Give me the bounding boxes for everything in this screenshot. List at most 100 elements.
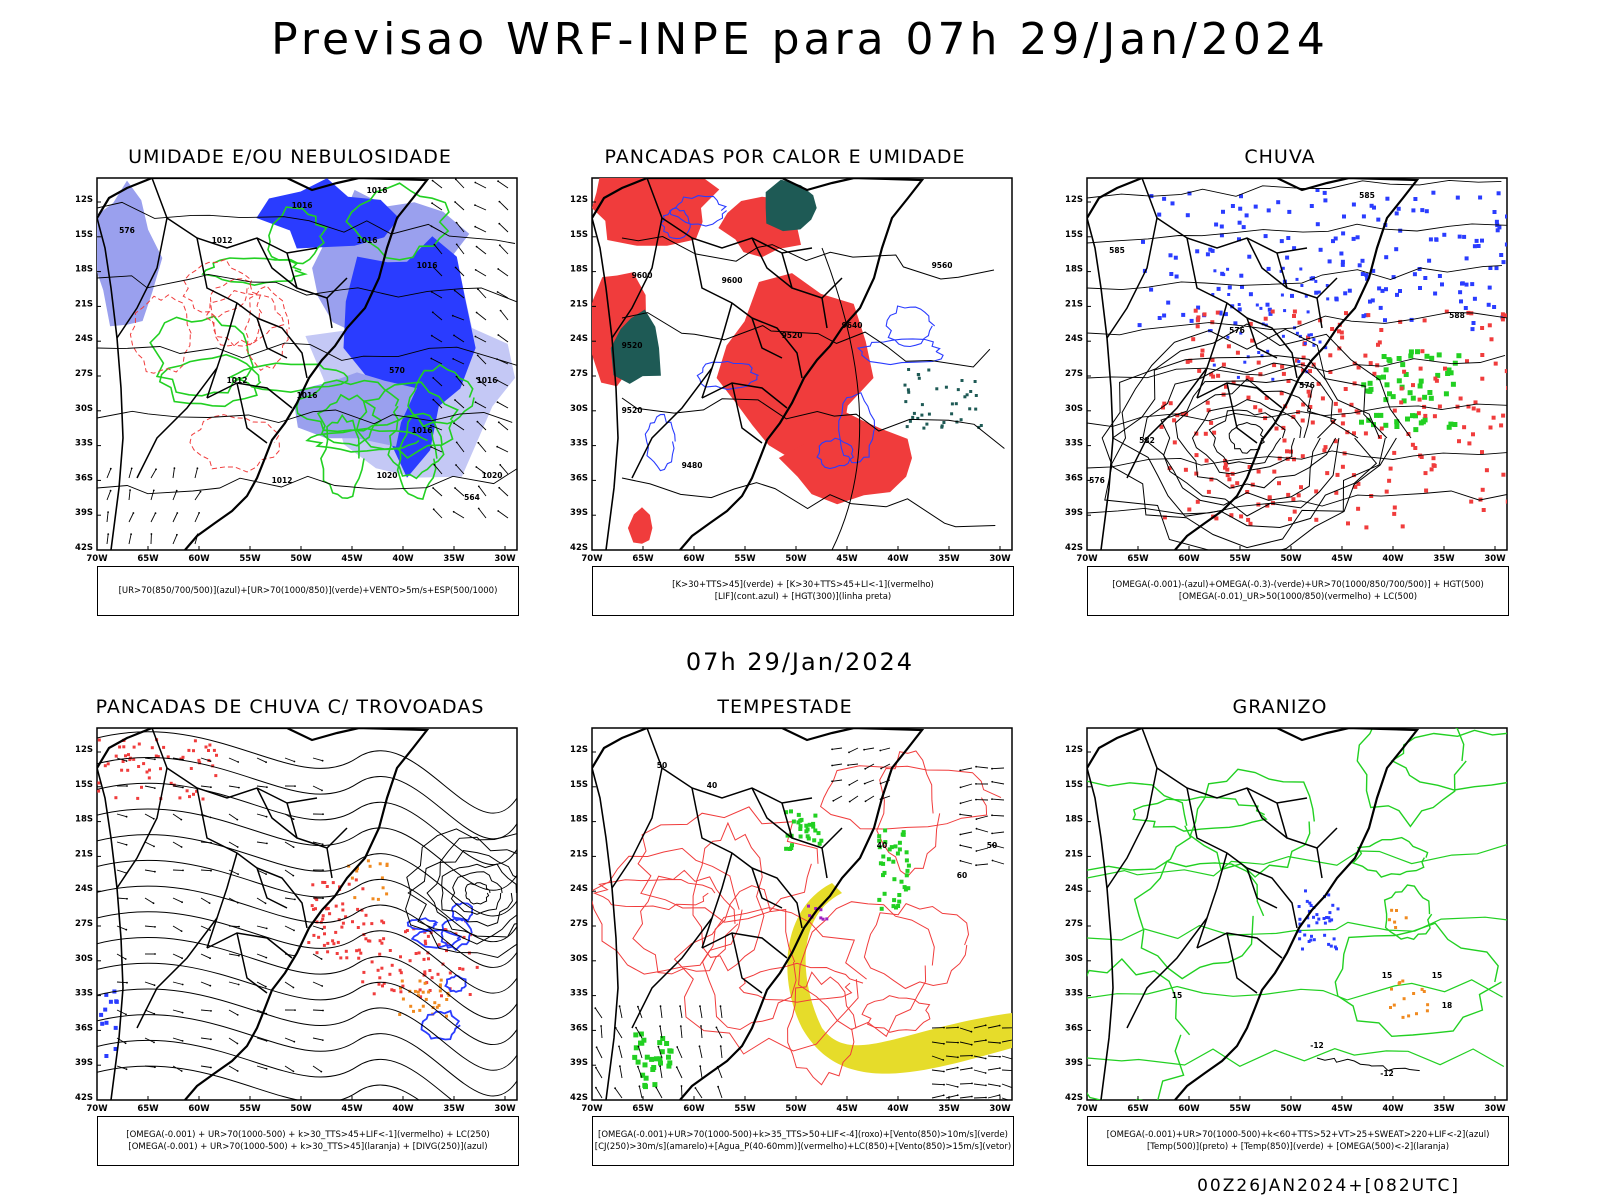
hail-cell	[1305, 899, 1309, 903]
wind-vector-head	[196, 467, 199, 470]
wind-area	[889, 845, 894, 850]
wind-vector	[945, 1067, 958, 1071]
rain-cell	[1352, 361, 1357, 366]
lat-tick-label: 30S	[1065, 954, 1083, 964]
storm-cell	[204, 745, 208, 749]
wind-area	[897, 893, 902, 897]
rain-cell	[1491, 415, 1496, 420]
convective-area	[819, 908, 823, 912]
rain-cell	[1428, 395, 1434, 401]
lat-tick-label: 18S	[1065, 815, 1083, 825]
wind-area	[638, 1031, 644, 1037]
hail-cell	[1401, 979, 1405, 983]
rain-cell	[1297, 360, 1301, 364]
rain-cell	[1396, 378, 1402, 384]
hail-cell	[1298, 917, 1302, 921]
wind-vector	[848, 747, 859, 753]
wind-vector-head	[474, 204, 476, 206]
wind-vector	[477, 442, 487, 453]
wind-vector-head	[126, 897, 128, 900]
rain-cell	[1499, 253, 1504, 257]
rain-cell	[1314, 279, 1318, 283]
wind-area	[789, 809, 793, 814]
rain-cell	[1215, 310, 1220, 315]
wind-area	[877, 834, 882, 839]
contour-line	[406, 917, 439, 932]
wind-vector	[478, 486, 487, 497]
wind-vector	[194, 468, 198, 479]
lon-tick-label: 30W	[1484, 1104, 1506, 1114]
wind-area	[882, 891, 887, 896]
wind-area	[879, 906, 884, 911]
rain-cell	[1307, 393, 1312, 398]
border-line	[631, 367, 713, 479]
rain-cell	[1357, 263, 1362, 268]
contour-line	[592, 878, 716, 911]
lat-tick-label: 39S	[75, 508, 93, 518]
storm-cell	[423, 970, 427, 974]
wind-vector-head	[125, 928, 128, 931]
lon-tick-label: 50W	[290, 554, 312, 564]
rain-cell	[1214, 222, 1219, 227]
rain-cell	[1266, 208, 1271, 213]
wind-vector	[973, 1024, 986, 1029]
wind-vector	[432, 311, 443, 321]
storm-cell	[355, 869, 359, 873]
storm-cell	[211, 764, 215, 768]
wind-vector-head	[154, 926, 156, 928]
border-line	[206, 302, 238, 399]
storm-cell	[458, 967, 462, 970]
rain-cell	[1195, 249, 1200, 254]
contour-line	[1133, 860, 1265, 980]
wind-vector	[991, 798, 1005, 801]
storm-cell	[314, 907, 317, 911]
convective-area	[821, 917, 825, 921]
lat-tick-label: 33S	[570, 439, 588, 449]
storm-cell	[332, 942, 336, 946]
wind-vector	[880, 763, 891, 769]
storm-cell	[385, 892, 389, 896]
lon-tick-label: 40W	[887, 1104, 909, 1114]
wind-vector	[284, 981, 294, 988]
rain-cell	[1316, 381, 1321, 386]
rain-cell	[1383, 318, 1387, 323]
hail-cell	[1307, 924, 1311, 928]
rain-cell	[1434, 237, 1439, 242]
rain-cell	[1264, 395, 1269, 400]
wind-vector-head	[959, 802, 962, 805]
contour-line	[621, 312, 991, 368]
contour-line	[355, 381, 459, 459]
wind-vector-head	[715, 1026, 718, 1029]
wind-vector	[476, 377, 487, 387]
wind-vector	[960, 783, 973, 788]
legend-line: [OMEGA(-0.001)-(azul)+OMEGA(-0.3)-(verde…	[1112, 580, 1484, 590]
wind-vector-head	[454, 178, 457, 181]
wind-vector-head	[497, 510, 500, 512]
wind-vector-head	[294, 785, 296, 787]
wind-vector	[433, 508, 443, 519]
storm-cell	[378, 939, 382, 943]
wind-vector-head	[637, 1005, 639, 1008]
wind-vector-head	[180, 846, 183, 848]
wind-vector-head	[294, 1009, 296, 1011]
storm-cell	[392, 989, 396, 993]
rain-cell	[1354, 409, 1359, 414]
rain-cell	[1246, 517, 1251, 522]
instability-area	[765, 179, 817, 232]
storm-cell	[399, 986, 402, 990]
panel-legend: [OMEGA(-0.001)-(azul)+OMEGA(-0.3)-(verde…	[1087, 566, 1509, 616]
wind-vector	[959, 1067, 972, 1071]
storm-cell	[439, 978, 443, 982]
wind-vector-head	[125, 760, 128, 762]
lon-tick-label: 40W	[1382, 554, 1404, 564]
rain-cell	[1494, 219, 1499, 224]
storm-cell	[341, 908, 345, 912]
border-line	[751, 237, 793, 289]
rain-cell	[1403, 372, 1409, 377]
wind-vector	[475, 226, 487, 233]
wind-area	[904, 850, 909, 855]
rain-cell	[1230, 204, 1235, 208]
wind-vector-head	[477, 485, 480, 488]
rain-cell	[1194, 453, 1199, 458]
storm-cell	[169, 781, 173, 785]
